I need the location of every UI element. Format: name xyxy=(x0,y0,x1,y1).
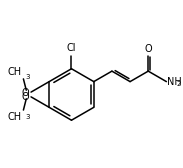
Text: 3: 3 xyxy=(25,74,30,80)
Text: CH: CH xyxy=(7,67,22,77)
Text: O: O xyxy=(22,88,29,98)
Text: O: O xyxy=(22,92,29,102)
Text: CH: CH xyxy=(7,112,22,122)
Text: 2: 2 xyxy=(177,80,181,87)
Text: O: O xyxy=(144,44,152,54)
Text: 3: 3 xyxy=(25,114,30,120)
Text: Cl: Cl xyxy=(67,43,76,53)
Text: NH: NH xyxy=(167,77,182,87)
